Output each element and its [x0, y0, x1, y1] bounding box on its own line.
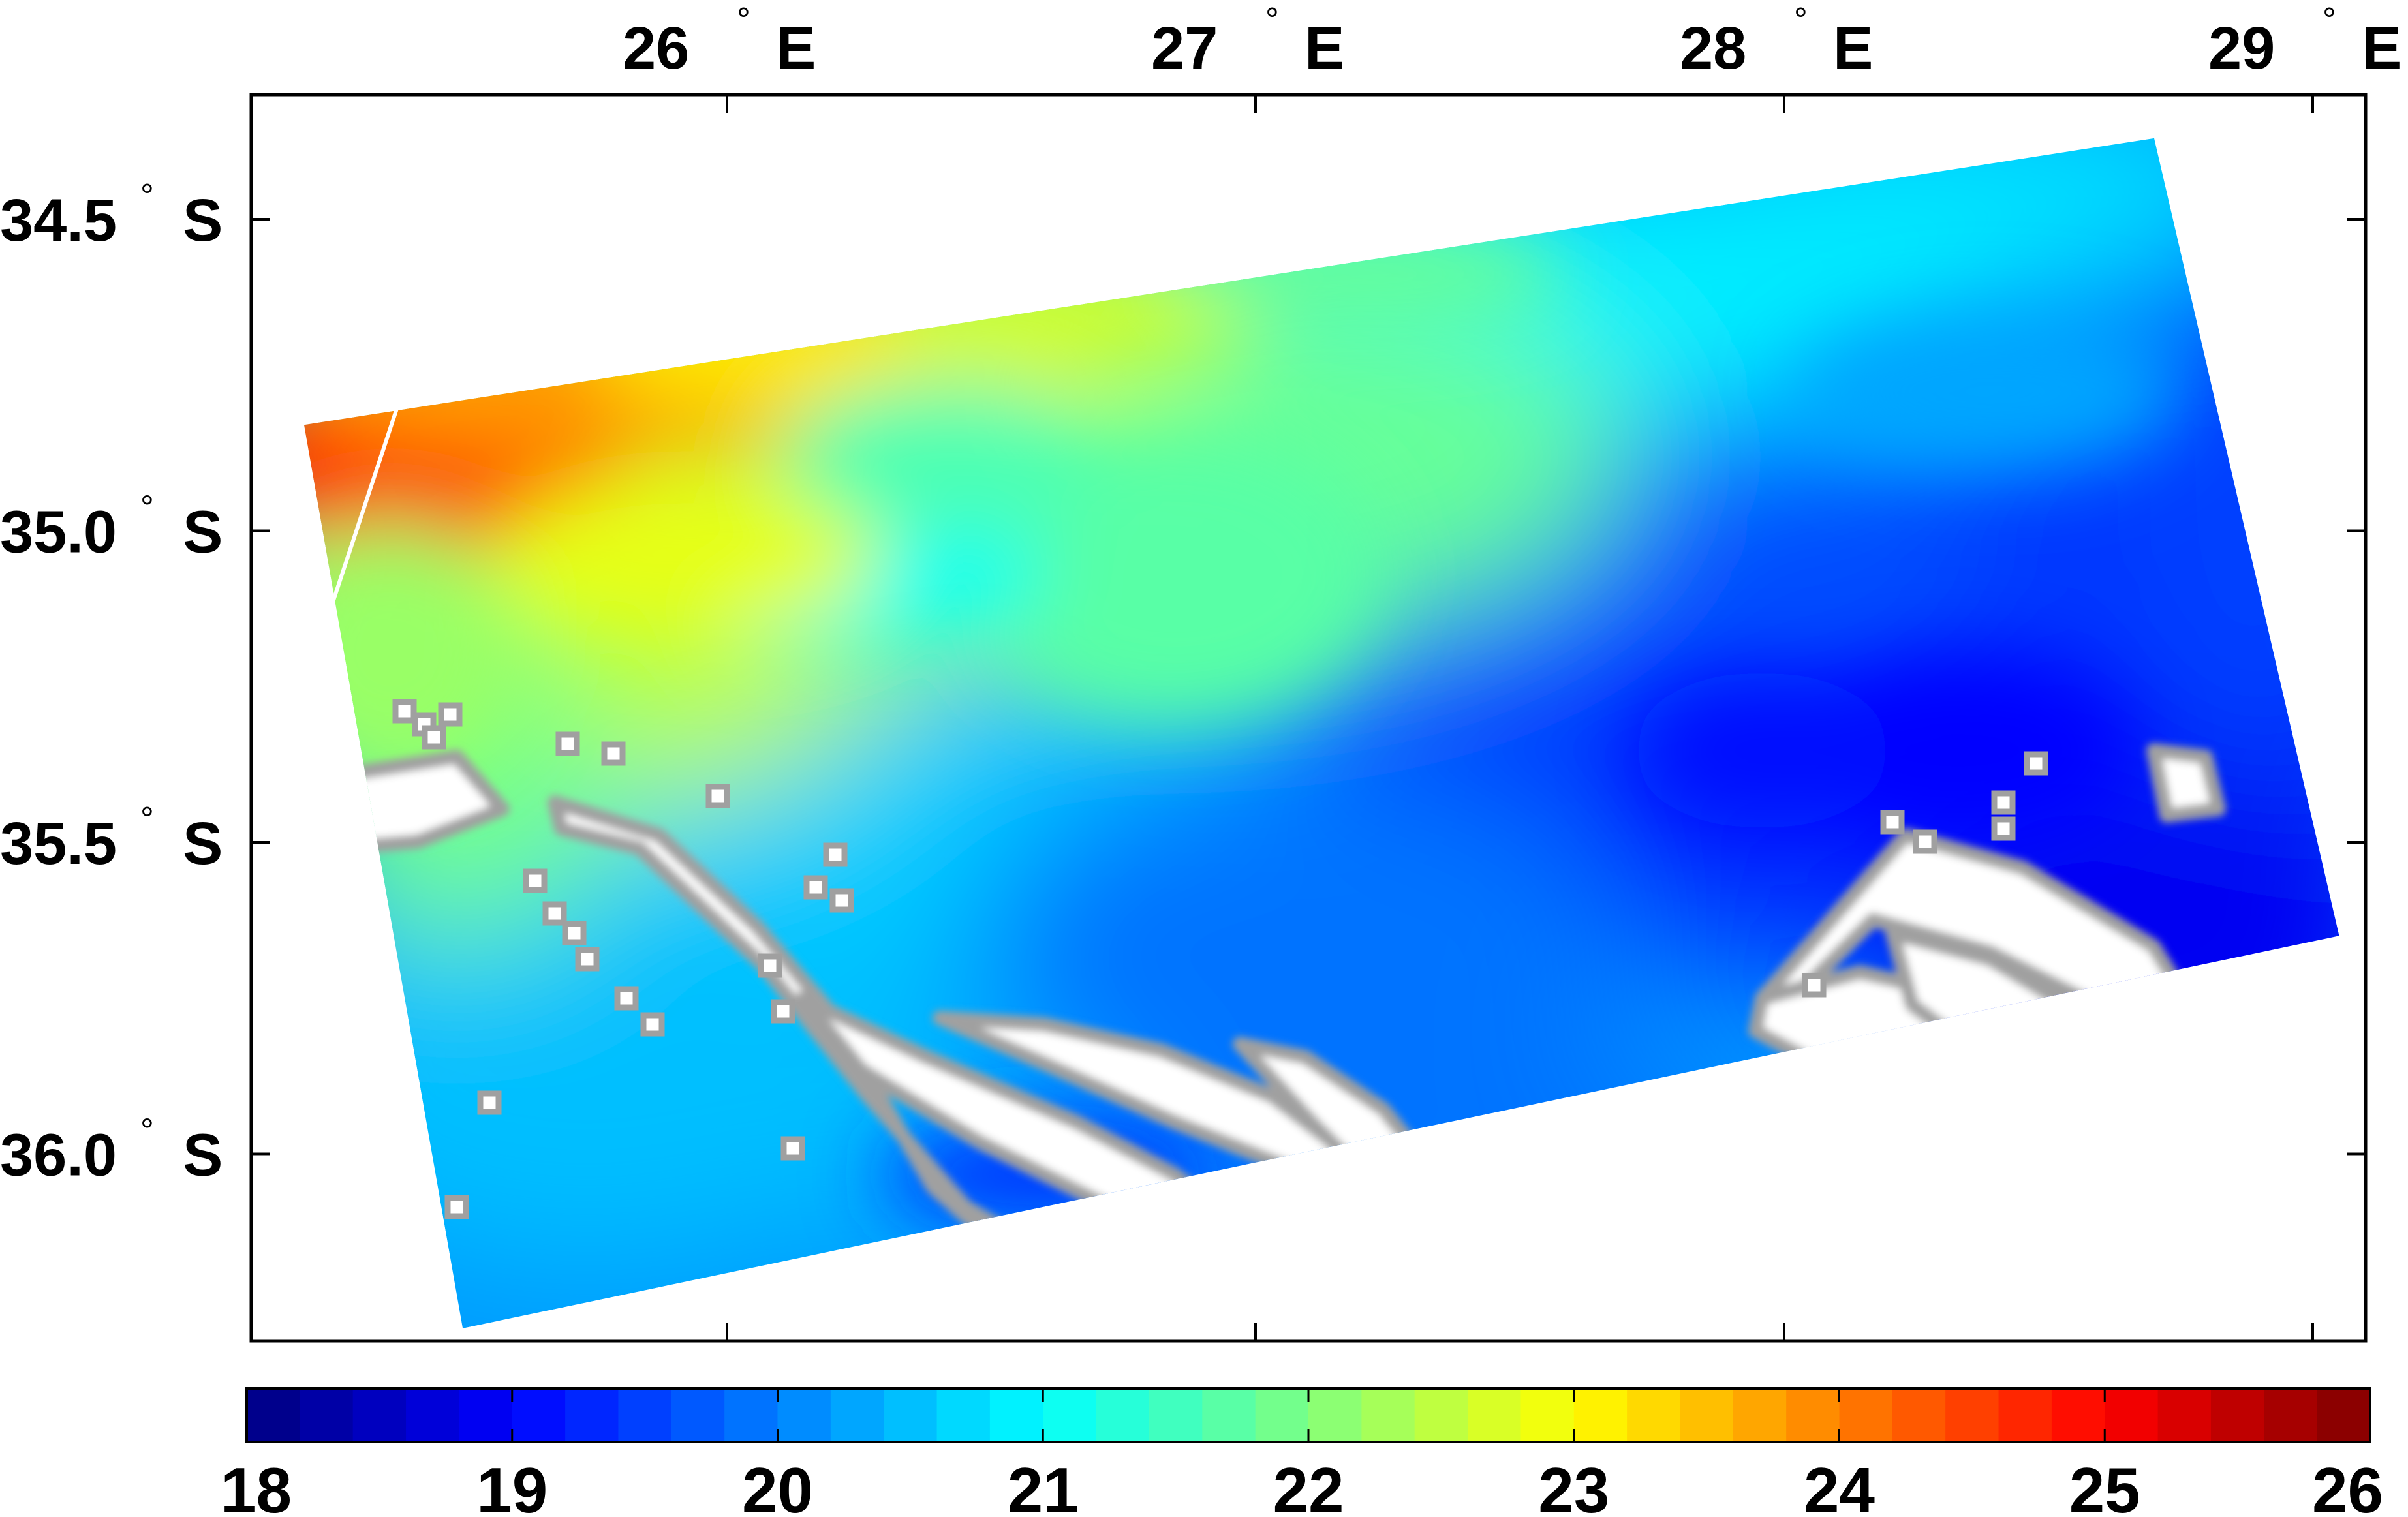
colorbar-step	[1945, 1388, 1999, 1442]
degree-symbol: °	[140, 1112, 154, 1150]
colorbar-tick-label: 24	[1804, 1454, 1875, 1517]
lon-tick-26: 26 ° E	[623, 1, 816, 1341]
colorbar-step	[1627, 1388, 1681, 1442]
colorbar-step	[406, 1388, 460, 1442]
lon-tick-28: 28 ° E	[1680, 1, 1873, 1341]
colorbar-step	[1202, 1388, 1256, 1442]
colorbar-step	[1786, 1388, 1840, 1442]
colorbar-step	[352, 1388, 407, 1442]
lat-tick-35.0: 35.0 ° S	[0, 489, 2366, 566]
colorbar-step	[1520, 1388, 1575, 1442]
colorbar-step	[1468, 1388, 1522, 1442]
colorbar-tick-label: 18	[221, 1454, 292, 1517]
colorbar-tick-label: 21	[1008, 1454, 1079, 1517]
sea-surface-temperature-swath	[304, 138, 2339, 1328]
lat-tick-36.0: 36.0 ° S	[0, 1112, 2366, 1189]
lon-tick-27: 27 ° E	[1151, 1, 1344, 1341]
lon-tick-label: 27	[1151, 15, 1218, 82]
colorbar-step	[1096, 1388, 1150, 1442]
colorbar-tick-label: 26	[2312, 1454, 2383, 1517]
degree-symbol: °	[140, 177, 154, 215]
lat-hemisphere: S	[183, 499, 223, 566]
colorbar-step	[565, 1388, 619, 1442]
colorbar-step	[1998, 1388, 2052, 1442]
degree-symbol: °	[140, 489, 154, 527]
colorbar-step	[247, 1388, 301, 1442]
swath-edge-line	[303, 384, 407, 686]
colorbar-step	[2264, 1388, 2318, 1442]
longitude-ticks: 26 ° E 27 ° E 28 ° E 29 ° E	[623, 1, 2401, 1341]
lat-tick-label: 35.5	[0, 810, 117, 877]
lat-tick-34.5: 34.5 ° S	[0, 177, 2366, 254]
colorbar-tick-label: 19	[476, 1454, 548, 1517]
colorbar-step	[1149, 1388, 1203, 1442]
colorbar-step	[777, 1388, 831, 1442]
colorbar-step	[2210, 1388, 2265, 1442]
degree-symbol: °	[2323, 1, 2336, 39]
colorbar-step	[1733, 1388, 1787, 1442]
colorbar-tick-label: 20	[742, 1454, 813, 1517]
latitude-ticks: 34.5 ° S 35.0 ° S 35.5 ° S 36.0 ° S	[0, 177, 2366, 1189]
colorbar-step	[1892, 1388, 1946, 1442]
degree-symbol: °	[1265, 1, 1279, 39]
colorbar-step	[724, 1388, 779, 1442]
colorbar-step	[300, 1388, 354, 1442]
lon-hemisphere: E	[776, 15, 816, 82]
colorbar-tick-labels: 18 19 20 21 22 23 24 25 26	[221, 1388, 2383, 1517]
colorbar-step	[1255, 1388, 1309, 1442]
colorbar-step	[1308, 1388, 1363, 1442]
colorbar-step	[459, 1388, 513, 1442]
colorbar-step	[936, 1388, 991, 1442]
colorbar-step	[1680, 1388, 1734, 1442]
lon-tick-label: 28	[1680, 15, 1746, 82]
colorbar-step	[2051, 1388, 2106, 1442]
lat-hemisphere: S	[183, 1122, 223, 1189]
colorbar-tick-label: 22	[1273, 1454, 1344, 1517]
colorbar-step	[989, 1388, 1044, 1442]
colorbar-tick-label: 23	[1538, 1454, 1609, 1517]
lat-tick-label: 36.0	[0, 1122, 117, 1189]
lat-tick-35.5: 35.5 ° S	[0, 801, 2366, 877]
lon-hemisphere: E	[2362, 15, 2401, 82]
lon-tick-label: 26	[623, 15, 689, 82]
colorbar-tick-label: 25	[2069, 1454, 2140, 1517]
colorbar-step	[1361, 1388, 1415, 1442]
lon-hemisphere: E	[1304, 15, 1344, 82]
colorbar-step	[1414, 1388, 1468, 1442]
lon-hemisphere: E	[1833, 15, 1873, 82]
colorbar	[245, 1387, 2371, 1443]
lat-tick-label: 35.0	[0, 499, 117, 566]
colorbar-step	[1573, 1388, 1628, 1442]
colorbar-step	[1839, 1388, 1893, 1442]
colorbar-step	[671, 1388, 725, 1442]
lon-tick-label: 29	[2208, 15, 2275, 82]
degree-symbol: °	[140, 801, 154, 838]
colorbar-step	[618, 1388, 672, 1442]
colorbar-step	[830, 1388, 884, 1442]
colorbar-step	[512, 1388, 566, 1442]
lat-hemisphere: S	[183, 187, 223, 254]
colorbar-step	[2317, 1388, 2371, 1442]
colorbar-step	[2105, 1388, 2159, 1442]
degree-symbol: °	[1794, 1, 1808, 39]
colorbar-step	[2157, 1388, 2212, 1442]
map-frame	[249, 93, 2368, 1343]
degree-symbol: °	[737, 1, 750, 39]
colorbar-step	[884, 1388, 938, 1442]
lon-tick-29: 29 ° E	[2208, 1, 2401, 1341]
lat-tick-label: 34.5	[0, 187, 117, 254]
colorbar-step	[1043, 1388, 1097, 1442]
lat-hemisphere: S	[183, 810, 223, 877]
